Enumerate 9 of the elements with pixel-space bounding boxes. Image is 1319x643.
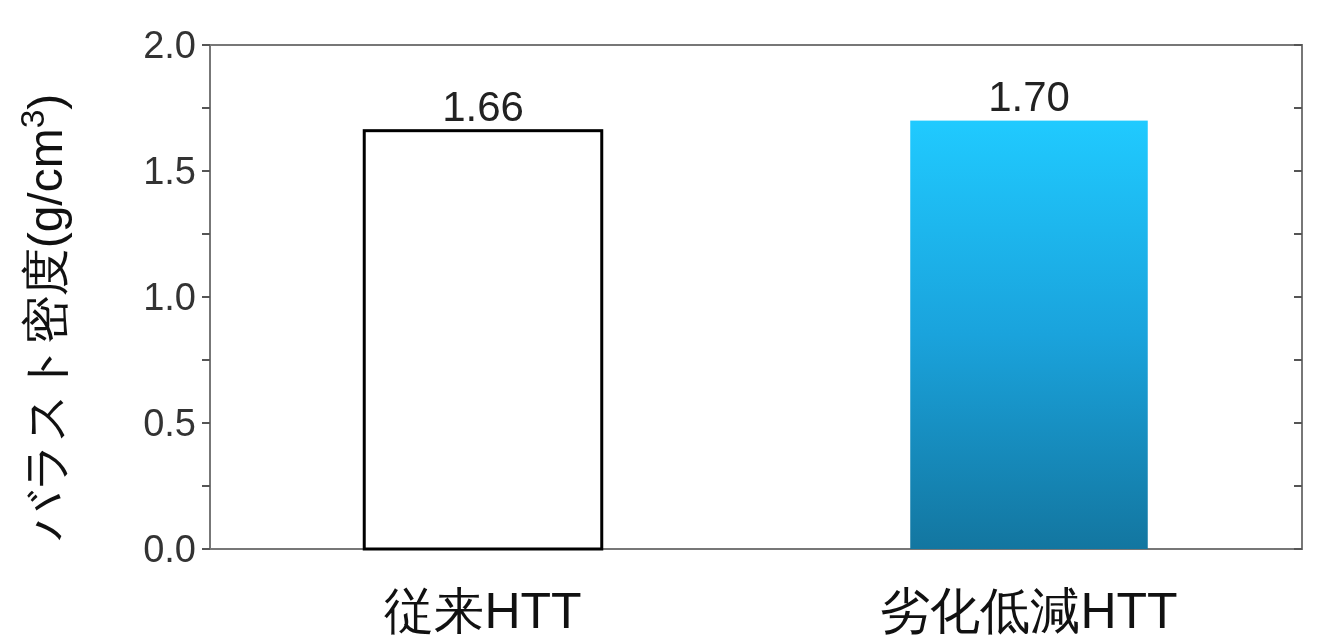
y-tick-label: 1.0	[143, 276, 196, 319]
data-label: 1.70	[988, 72, 1070, 120]
data-label: 1.66	[442, 82, 524, 130]
x-tick-label: 劣化低減HTT	[880, 583, 1178, 639]
y-tick-label: 1.5	[143, 150, 196, 193]
y-tick-label: 2.0	[143, 24, 196, 67]
y-tick-label: 0.5	[143, 402, 196, 445]
x-tick-label: 従来HTT	[384, 583, 582, 639]
y-tick-label: 0.0	[143, 528, 196, 571]
